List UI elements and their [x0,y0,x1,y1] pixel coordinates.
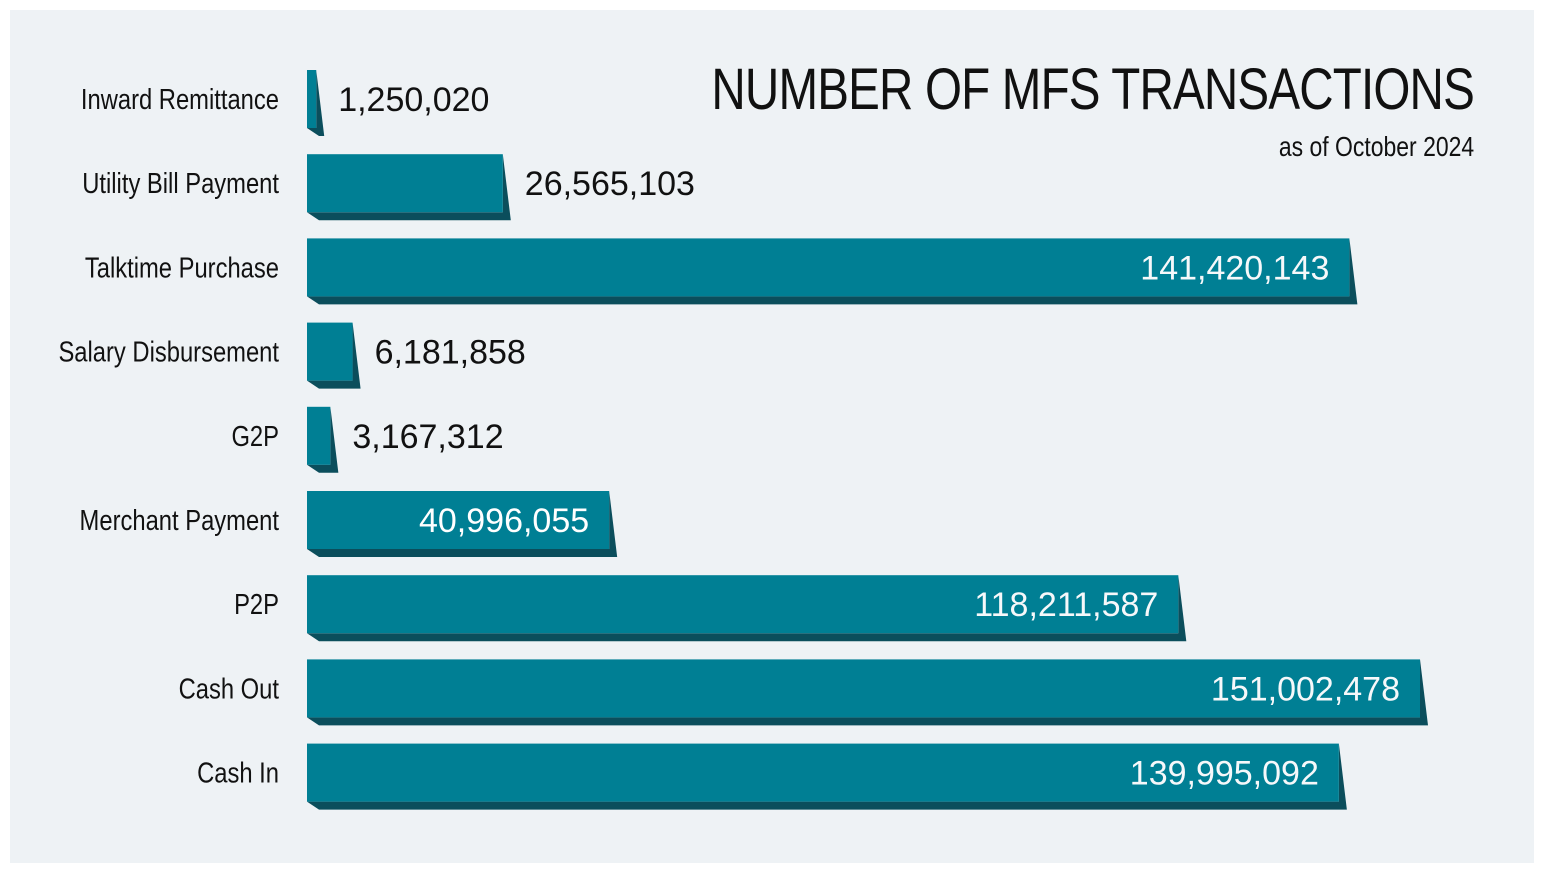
bar-utility-bill-payment [307,154,503,213]
bar-p2p [307,575,1179,634]
bar-shadow-inward-remittance [307,70,325,136]
bar-shadow-cash-in [307,743,1347,810]
bar-cash-in [307,743,1339,802]
bar-shadow-utility-bill-payment [307,154,511,221]
chart-title: NUMBER OF MFS TRANSACTIONS [711,57,1474,122]
category-label-talktime-purchase: Talktime Purchase [85,251,279,284]
bar-merchant-payment [307,491,610,549]
value-label-inward-remittance: 1,250,020 [338,81,489,119]
bar-shadow-talktime-purchase [307,238,1358,305]
category-label-g2p: G2P [231,420,279,453]
category-label-merchant-payment: Merchant Payment [80,504,280,537]
bar-shadow-salary-disbursement [307,322,361,389]
value-label-talktime-purchase: 141,420,143 [1140,249,1329,287]
category-label-cash-out: Cash Out [179,672,280,705]
bar-inward-remittance [307,70,317,128]
category-label-salary-disbursement: Salary Disbursement [58,335,279,368]
category-label-utility-bill-payment: Utility Bill Payment [82,167,279,200]
bar-g2p [307,406,331,465]
bar-shadow-p2p [307,575,1187,642]
value-label-salary-disbursement: 6,181,858 [375,334,526,372]
bar-salary-disbursement [307,322,353,381]
bar-shadow-g2p [307,406,339,473]
chart-subtitle: as of October 2024 [1278,131,1474,162]
bar-shadow-merchant-payment [307,491,618,557]
category-label-p2p: P2P [234,588,279,621]
value-label-cash-out: 151,002,478 [1211,670,1400,708]
category-label-cash-in: Cash In [197,756,279,789]
bar-shadow-cash-out [307,659,1428,726]
value-label-cash-in: 139,995,092 [1130,755,1319,793]
value-label-utility-bill-payment: 26,565,103 [525,165,695,203]
bar-cash-out [307,659,1420,718]
value-label-g2p: 3,167,312 [352,418,503,456]
value-label-merchant-payment: 40,996,055 [419,502,589,540]
category-label-inward-remittance: Inward Remittance [81,83,279,116]
bar-talktime-purchase [307,238,1350,297]
value-label-p2p: 118,211,587 [974,586,1158,624]
